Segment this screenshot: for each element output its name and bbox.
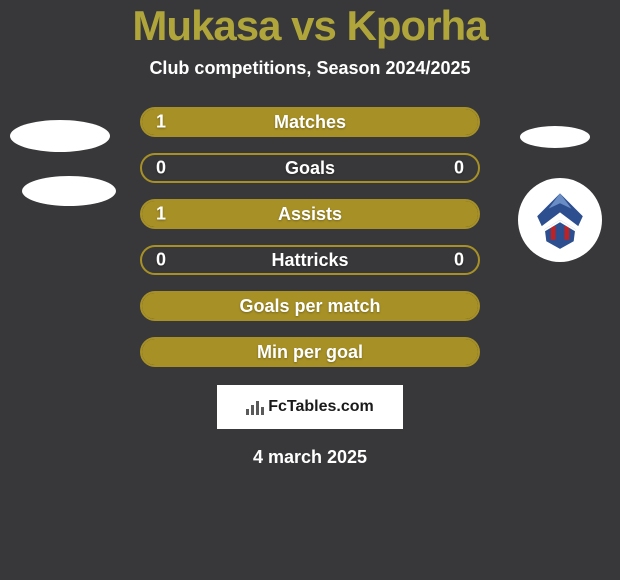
- stat-row: 1 Assists: [140, 199, 480, 229]
- player2-club-shape-1: [520, 126, 590, 148]
- stat-label: Goals: [285, 158, 335, 179]
- stat-row: 1 Matches: [140, 107, 480, 137]
- page-title: Mukasa vs Kporha: [132, 2, 487, 50]
- date-label: 4 march 2025: [253, 447, 367, 468]
- bars-icon: [246, 399, 264, 415]
- stat-label: Min per goal: [257, 342, 363, 363]
- stat-value-left: 1: [156, 112, 166, 133]
- stat-label: Assists: [278, 204, 342, 225]
- brand-label: FcTables.com: [268, 398, 374, 416]
- brand-badge[interactable]: FcTables.com: [217, 385, 403, 429]
- eagle-crest-icon: [522, 182, 598, 258]
- stat-value-right: 0: [454, 158, 464, 179]
- stat-value-left: 0: [156, 250, 166, 271]
- stat-row: 0 0 Goals: [140, 153, 480, 183]
- stat-row: 0 0 Hattricks: [140, 245, 480, 275]
- player1-club-shape-1: [10, 120, 110, 152]
- stat-label: Goals per match: [239, 296, 380, 317]
- stat-label: Matches: [274, 112, 346, 133]
- page-subtitle: Club competitions, Season 2024/2025: [149, 58, 470, 79]
- stat-value-right: 0: [454, 250, 464, 271]
- stat-row: Min per goal: [140, 337, 480, 367]
- stat-row: Goals per match: [140, 291, 480, 321]
- stat-label: Hattricks: [271, 250, 348, 271]
- player2-club-crest: [518, 178, 602, 262]
- stat-value-left: 0: [156, 158, 166, 179]
- stat-value-left: 1: [156, 204, 166, 225]
- player1-club-shape-2: [22, 176, 116, 206]
